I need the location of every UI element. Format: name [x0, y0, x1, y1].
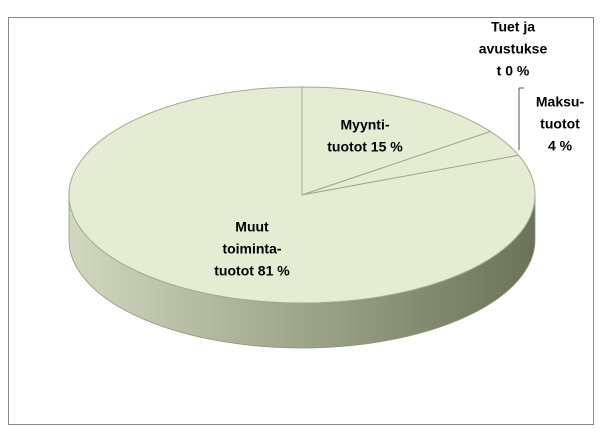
- pie-slice: [68, 86, 536, 304]
- data-label: avustukse: [479, 41, 548, 57]
- data-label: Tuet ja: [491, 19, 535, 35]
- data-label: tuotot 81 %: [214, 263, 290, 279]
- data-label: toiminta-: [222, 241, 281, 257]
- data-label: 4 %: [548, 138, 573, 154]
- data-label: Muut: [235, 219, 269, 235]
- data-label: tuotot 15 %: [327, 139, 403, 155]
- data-label: t 0 %: [497, 63, 530, 79]
- pie: [68, 86, 536, 349]
- data-label: tuotot: [540, 116, 580, 132]
- data-label: Myynti-: [341, 117, 390, 133]
- pie-slice: [301, 86, 492, 196]
- data-label: Maksu-: [536, 94, 585, 110]
- labels: Myynti-tuotot 15 % Tuet ja avustukse t 0 % M…: [214, 19, 584, 279]
